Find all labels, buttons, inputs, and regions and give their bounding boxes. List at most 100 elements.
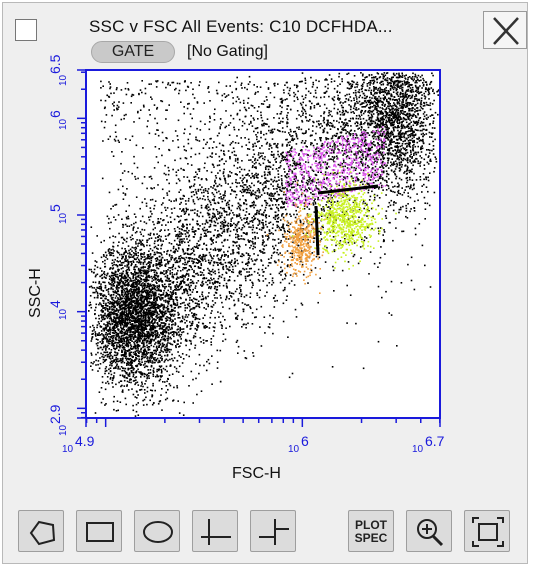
- event-dot: [223, 251, 225, 253]
- event-dot: [251, 166, 254, 169]
- event-dot: [157, 289, 159, 291]
- event-dot: [135, 312, 137, 315]
- event-dot: [198, 353, 201, 356]
- event-dot: [312, 125, 314, 127]
- event-dot: [281, 179, 283, 182]
- event-dot: [203, 276, 205, 279]
- select-checkbox[interactable]: [15, 19, 37, 41]
- event-dot: [282, 117, 284, 120]
- event-dot: [261, 119, 264, 122]
- event-dot: [362, 178, 365, 180]
- event-dot: [252, 224, 254, 227]
- event-dot: [187, 163, 189, 165]
- event-dot: [144, 328, 146, 330]
- event-dot: [219, 249, 222, 252]
- event-dot: [304, 79, 307, 82]
- event-dot: [178, 179, 181, 182]
- event-dot: [289, 189, 292, 191]
- close-button[interactable]: [483, 11, 527, 49]
- event-dot: [117, 358, 119, 360]
- event-dot: [167, 221, 169, 224]
- event-dot: [314, 267, 317, 269]
- event-dot: [156, 263, 159, 266]
- event-dot: [264, 185, 267, 187]
- event-dot: [116, 344, 118, 346]
- event-dot: [184, 339, 187, 342]
- event-dot: [412, 120, 415, 123]
- event-dot: [405, 74, 407, 76]
- event-dot: [303, 205, 306, 207]
- event-dot: [247, 253, 250, 255]
- event-dot: [112, 340, 115, 342]
- event-dot: [118, 318, 120, 320]
- event-dot: [219, 259, 222, 261]
- event-dot: [370, 93, 373, 95]
- event-dot: [199, 271, 202, 273]
- event-dot: [211, 355, 213, 357]
- event-dot: [286, 162, 288, 165]
- event-dot: [116, 265, 119, 268]
- event-dot: [278, 167, 280, 169]
- event-dot: [143, 269, 145, 271]
- event-dot: [177, 285, 179, 288]
- event-dot: [248, 148, 251, 150]
- event-dot: [268, 230, 271, 232]
- event-dot: [142, 352, 144, 354]
- event-dot: [319, 138, 322, 141]
- event-dot: [332, 124, 334, 127]
- event-dot: [345, 122, 348, 124]
- event-dot: [130, 305, 132, 308]
- event-dot: [210, 338, 213, 340]
- event-dot: [146, 286, 148, 289]
- event-dot: [163, 313, 166, 316]
- event-dot: [259, 209, 262, 211]
- event-dot: [287, 222, 290, 224]
- event-dot: [91, 333, 93, 335]
- event-dot: [351, 84, 353, 87]
- event-dot: [282, 289, 285, 292]
- event-dot: [143, 342, 145, 344]
- event-dot: [325, 173, 327, 176]
- event-dot: [352, 144, 354, 147]
- event-dot: [411, 137, 414, 140]
- event-dot: [333, 87, 336, 90]
- event-dot: [137, 252, 139, 254]
- event-dot: [252, 117, 255, 119]
- event-dot: [149, 248, 152, 250]
- event-dot: [411, 76, 414, 78]
- event-dot: [390, 153, 392, 156]
- event-dot: [163, 289, 165, 292]
- event-dot: [170, 258, 172, 261]
- event-dot: [342, 144, 345, 146]
- event-dot: [246, 221, 248, 223]
- event-dot: [196, 210, 199, 212]
- event-dot: [271, 279, 274, 282]
- event-dot: [154, 321, 156, 323]
- event-dot: [287, 141, 290, 144]
- event-dot: [217, 222, 219, 225]
- event-dot: [109, 376, 112, 379]
- event-dot: [117, 409, 119, 412]
- event-dot: [213, 330, 215, 332]
- event-dot: [119, 340, 122, 343]
- event-dot: [299, 256, 301, 259]
- event-dot: [309, 178, 311, 180]
- event-dot: [374, 187, 376, 189]
- event-dot: [111, 305, 114, 307]
- gate-button[interactable]: GATE: [91, 41, 175, 63]
- event-dot: [101, 348, 104, 351]
- event-dot: [204, 223, 206, 225]
- event-dot: [191, 320, 194, 323]
- event-dot: [212, 249, 215, 251]
- event-dot: [268, 105, 271, 108]
- event-dot: [234, 242, 237, 244]
- event-dot: [269, 161, 271, 164]
- event-dot: [279, 166, 281, 169]
- event-dot: [123, 311, 126, 313]
- event-dot: [141, 269, 143, 272]
- event-dot: [274, 142, 276, 145]
- event-dot: [131, 310, 134, 312]
- event-dot: [165, 295, 168, 297]
- event-dot: [352, 92, 355, 94]
- event-dot: [145, 289, 148, 291]
